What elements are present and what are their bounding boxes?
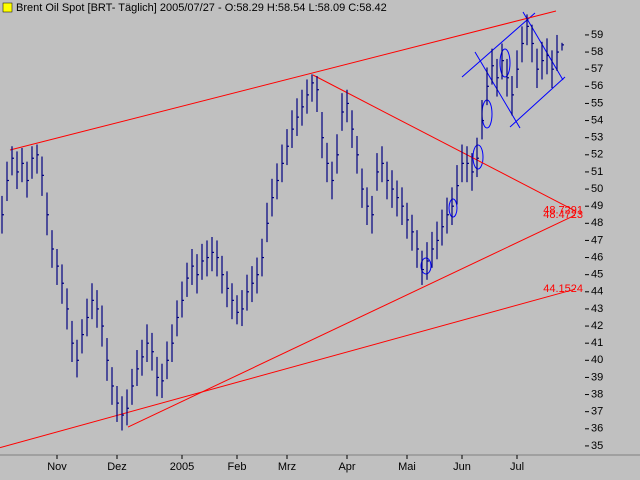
- y-tick-label: 39: [591, 371, 603, 383]
- y-tick-label: 40: [591, 354, 603, 366]
- y-tick-label: 49: [591, 200, 603, 212]
- chart-title: Brent Oil Spot [BRT- Täglich] 2005/07/27…: [16, 2, 387, 14]
- marker-ellipse: [472, 144, 484, 170]
- y-tick-label: 55: [591, 97, 603, 109]
- x-tick-label: Nov: [47, 461, 67, 473]
- trendline: [0, 288, 576, 449]
- y-tick-label: 51: [591, 166, 603, 178]
- y-tick-label: 43: [591, 303, 603, 315]
- marker-ellipse: [448, 198, 458, 218]
- annotations: [420, 11, 566, 275]
- x-tick-label: Apr: [338, 461, 355, 473]
- trendline-label: 44.1524: [543, 283, 583, 295]
- x-tick-label: Mai: [398, 461, 416, 473]
- y-tick-label: 41: [591, 337, 603, 349]
- y-tick-label: 58: [591, 46, 603, 58]
- y-tick-label: 52: [591, 149, 603, 161]
- marker-ellipse: [420, 257, 432, 275]
- y-tick-label: 35: [591, 440, 603, 452]
- x-tick-label: 2005: [170, 461, 194, 473]
- y-tick-label: 36: [591, 423, 603, 435]
- y-tick-label: 46: [591, 251, 603, 263]
- y-tick-label: 48: [591, 217, 603, 229]
- x-tick-label: Feb: [228, 461, 247, 473]
- y-tick-label: 45: [591, 269, 603, 281]
- marker-ellipse: [499, 48, 511, 78]
- y-tick-label: 57: [591, 63, 603, 75]
- trendline: [9, 10, 557, 151]
- y-tick-label: 44: [591, 286, 603, 298]
- x-tick-label: Dez: [107, 461, 127, 473]
- x-tick-label: Jul: [510, 461, 524, 473]
- x-tick-label: Mrz: [278, 461, 296, 473]
- y-tick-label: 53: [591, 132, 603, 144]
- y-tick-label: 47: [591, 234, 603, 246]
- trendline-label: 48.4723: [543, 209, 583, 221]
- channel-line: [461, 12, 536, 78]
- trendline-label: 48.7291: [543, 205, 583, 217]
- channel-line: [522, 11, 564, 81]
- trendline: [127, 214, 576, 428]
- y-tick-label: 42: [591, 320, 603, 332]
- x-tick-label: Jun: [453, 461, 471, 473]
- y-tick-label: 38: [591, 388, 603, 400]
- channel-line: [509, 76, 566, 128]
- trendline: [312, 74, 576, 212]
- y-tick-label: 54: [591, 114, 603, 126]
- y-tick-label: 50: [591, 183, 603, 195]
- title-icon: [2, 2, 13, 13]
- y-tick-label: 59: [591, 29, 603, 41]
- y-tick-label: 56: [591, 80, 603, 92]
- y-tick-label: 37: [591, 406, 603, 418]
